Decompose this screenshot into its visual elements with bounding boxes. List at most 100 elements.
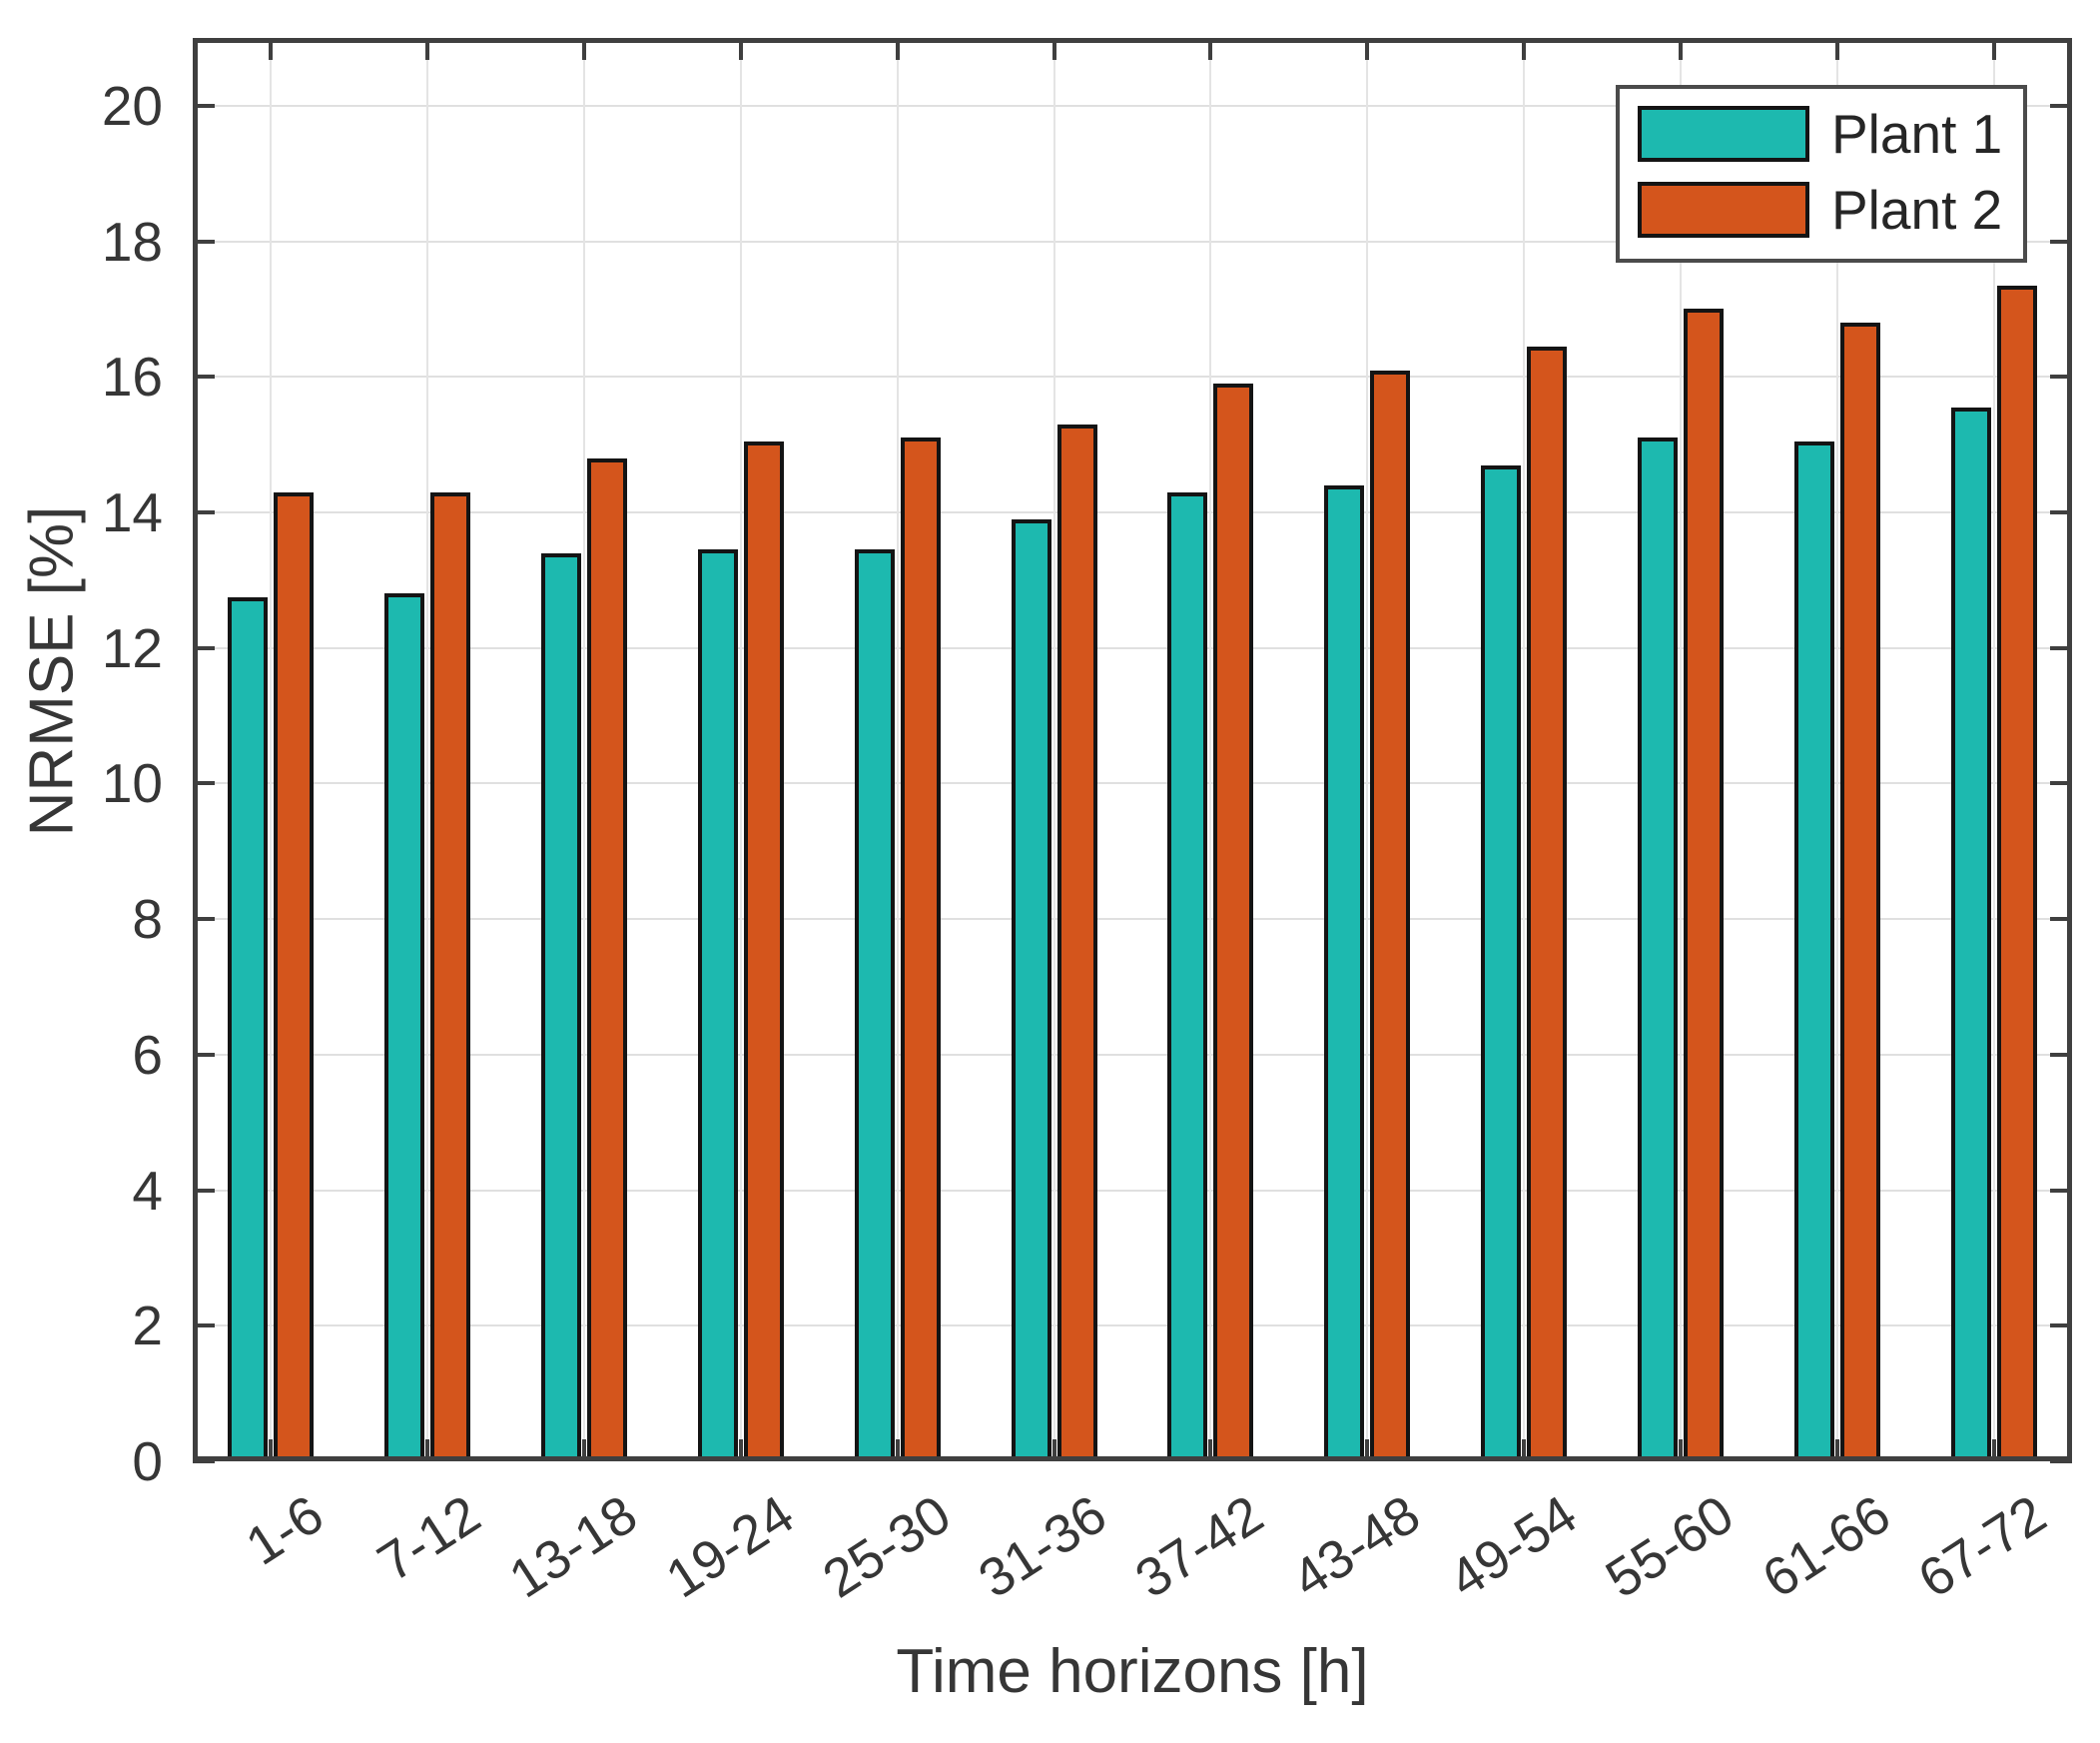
bar-plant-2-61-66: [1839, 323, 1880, 1461]
y-tick-label: 8: [132, 888, 163, 951]
y-tick-mark: [193, 917, 215, 922]
y-tick-mark: [193, 645, 215, 650]
bar-plant-1-43-48: [1324, 484, 1365, 1461]
v-gridline: [583, 38, 586, 1461]
x-tick-label: 67-72: [1908, 1483, 2057, 1610]
x-tick-label: 7-12: [367, 1483, 491, 1594]
legend-label: Plant 1: [1831, 103, 2003, 165]
x-tick-mark: [425, 38, 430, 60]
bar-plant-1-19-24: [697, 549, 738, 1461]
x-tick-mark: [1834, 1439, 1839, 1461]
y-tick-mark: [2050, 917, 2072, 922]
y-tick-mark: [2050, 510, 2072, 514]
y-tick-mark: [193, 1188, 215, 1193]
y-tick-mark: [193, 781, 215, 786]
h-gridline: [193, 1189, 2072, 1192]
y-tick-label: 6: [132, 1023, 163, 1086]
y-tick-label: 14: [101, 481, 163, 543]
bar-plant-2-31-36: [1056, 424, 1097, 1461]
x-tick-mark: [1991, 1439, 1996, 1461]
v-gridline: [1835, 38, 1838, 1461]
v-gridline: [1209, 38, 1212, 1461]
y-tick-mark: [2050, 1459, 2072, 1463]
x-tick-mark: [1365, 38, 1370, 60]
x-tick-mark: [1208, 38, 1213, 60]
x-tick-label: 25-30: [812, 1483, 961, 1610]
x-tick-mark: [269, 38, 274, 60]
x-tick-mark: [1051, 1439, 1056, 1461]
bar-plant-1-67-72: [1950, 407, 1991, 1461]
y-tick-mark: [2050, 1188, 2072, 1193]
v-gridline: [1679, 38, 1682, 1461]
x-tick-mark: [738, 1439, 743, 1461]
v-gridline: [270, 38, 273, 1461]
x-tick-label: 49-54: [1438, 1483, 1588, 1610]
bar-plant-2-37-42: [1213, 384, 1254, 1461]
h-gridline: [193, 376, 2072, 379]
bar-plant-1-25-30: [854, 549, 895, 1461]
bar-plant-2-1-6: [274, 491, 315, 1461]
x-tick-label: 31-36: [969, 1483, 1117, 1610]
legend-item: Plant 1: [1638, 103, 2023, 165]
x-tick-mark: [425, 1439, 430, 1461]
bar-plant-2-19-24: [743, 440, 784, 1461]
h-gridline: [193, 782, 2072, 785]
y-tick-label: 10: [101, 752, 163, 815]
h-gridline: [193, 918, 2072, 921]
x-tick-label: 13-18: [498, 1483, 648, 1610]
y-tick-label: 16: [101, 346, 163, 409]
y-tick-mark: [2050, 239, 2072, 244]
x-tick-mark: [1051, 38, 1056, 60]
bar-plant-2-25-30: [900, 437, 941, 1461]
x-tick-mark: [1522, 38, 1527, 60]
v-gridline: [426, 38, 429, 1461]
y-tick-label: 20: [101, 74, 163, 137]
bar-plant-1-49-54: [1481, 464, 1522, 1461]
y-tick-mark: [2050, 375, 2072, 380]
bar-plant-1-7-12: [384, 593, 425, 1461]
v-gridline: [1992, 38, 1995, 1461]
y-tick-label: 0: [132, 1430, 163, 1492]
y-tick-mark: [193, 239, 215, 244]
x-tick-mark: [1991, 38, 1996, 60]
y-tick-mark: [193, 1323, 215, 1328]
v-gridline: [1523, 38, 1526, 1461]
bar-plant-2-7-12: [430, 491, 471, 1461]
bar-plant-2-55-60: [1683, 309, 1724, 1461]
x-tick-mark: [1522, 1439, 1527, 1461]
v-gridline: [896, 38, 899, 1461]
h-gridline: [193, 240, 2072, 243]
legend: Plant 1 Plant 2: [1616, 85, 2027, 263]
y-tick-label: 2: [132, 1295, 163, 1357]
bar-plant-2-49-54: [1527, 346, 1568, 1461]
bar-plant-1-1-6: [228, 596, 269, 1461]
x-tick-mark: [1208, 1439, 1213, 1461]
y-tick-mark: [2050, 781, 2072, 786]
h-gridline: [193, 1053, 2072, 1056]
y-tick-label: 18: [101, 210, 163, 273]
x-tick-mark: [1834, 38, 1839, 60]
x-tick-mark: [1678, 1439, 1683, 1461]
y-tick-mark: [2050, 645, 2072, 650]
legend-item: Plant 2: [1638, 179, 2023, 241]
h-gridline: [193, 646, 2072, 649]
x-tick-mark: [582, 1439, 587, 1461]
h-gridline: [193, 1324, 2072, 1327]
x-tick-mark: [895, 38, 900, 60]
x-tick-label: 19-24: [655, 1483, 805, 1610]
x-tick-label: 55-60: [1595, 1483, 1745, 1610]
legend-label: Plant 2: [1831, 179, 2003, 241]
v-gridline: [1366, 38, 1369, 1461]
y-tick-mark: [2050, 1323, 2072, 1328]
bar-plant-1-61-66: [1793, 440, 1834, 1461]
bar-plant-1-55-60: [1637, 437, 1678, 1461]
y-axis-label: NRMSE [%]: [17, 505, 87, 837]
x-tick-mark: [895, 1439, 900, 1461]
legend-swatch-plant-1: [1638, 106, 1809, 162]
bar-plant-1-13-18: [541, 552, 582, 1461]
y-tick-mark: [2050, 1052, 2072, 1057]
plot-area: [193, 38, 2072, 1463]
x-tick-label: 1-6: [236, 1483, 335, 1577]
x-tick-label: 61-66: [1751, 1483, 1900, 1610]
